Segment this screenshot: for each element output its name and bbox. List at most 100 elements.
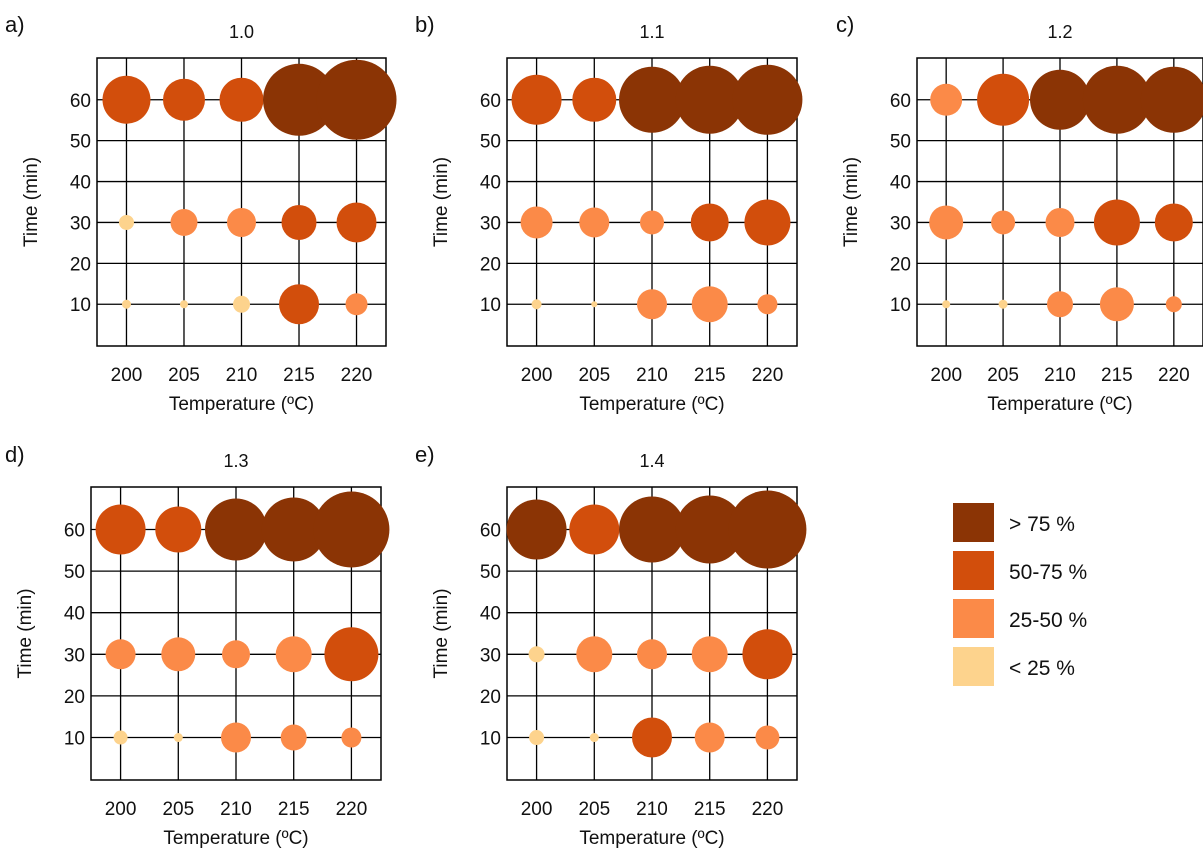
legend-label: 25-50 % [1009,609,1087,632]
data-bubble [219,77,264,122]
data-bubble [675,65,744,134]
data-bubble [1082,65,1151,134]
data-bubble [345,293,368,316]
y-tick-label: 20 [64,687,85,708]
data-bubble [520,206,553,239]
x-tick-label: 200 [105,799,137,820]
data-bubble [977,73,1030,126]
y-tick-label: 30 [64,645,85,666]
y-tick-label: 10 [70,295,91,316]
x-tick-label: 220 [341,365,373,386]
data-bubble [1154,203,1193,242]
panel-label: a) [5,12,25,37]
data-bubble [728,490,807,569]
x-tick-label: 220 [1158,365,1190,386]
y-tick-label: 40 [480,604,501,625]
data-bubble [619,496,685,563]
data-bubble [675,495,744,564]
y-tick-label: 10 [480,729,501,750]
y-tick-label: 20 [480,254,501,275]
bubble-group [506,490,807,758]
x-tick-label: 205 [162,799,194,820]
data-bubble [755,725,780,750]
x-tick-label: 205 [168,365,200,386]
data-bubble [233,295,250,313]
y-tick-label: 40 [70,173,91,194]
data-bubble [929,205,964,240]
bubble-group [102,59,397,325]
data-bubble [222,640,250,669]
y-tick-label: 30 [70,213,91,234]
data-bubble [991,210,1016,235]
y-tick-label: 50 [64,562,85,583]
legend-swatch [953,647,994,686]
data-bubble [105,639,136,670]
data-bubble [1093,199,1140,246]
y-tick-label: 50 [480,132,501,153]
x-axis-label: Temperature (ºC) [579,828,724,849]
data-bubble [173,733,183,743]
data-bubble [102,75,151,124]
x-tick-label: 215 [283,365,315,386]
y-tick-label: 50 [480,562,501,583]
data-bubble [619,66,685,133]
panel-label: e) [415,442,435,467]
data-bubble [529,730,545,746]
panel-b: b) 1.1 10 20 30 40 50 60 200 205 210 215 220 Temperat… [415,12,803,415]
x-axis-label: Temperature (ºC) [987,394,1132,415]
data-bubble [324,627,379,682]
data-bubble [690,203,729,242]
y-tick-label: 50 [70,132,91,153]
data-bubble [313,491,390,568]
data-bubble [263,63,336,136]
data-bubble [572,77,617,122]
data-bubble [1165,296,1182,313]
data-bubble [691,636,728,673]
data-bubble [316,59,397,140]
data-bubble [637,289,667,320]
x-tick-label: 215 [278,799,310,820]
y-tick-label: 30 [480,645,501,666]
data-bubble [637,639,667,670]
y-tick-label: 40 [890,173,911,194]
data-bubble [569,504,620,555]
data-bubble [942,300,951,309]
data-bubble [930,83,963,116]
y-axis-label: Time (min) [431,588,452,678]
data-bubble [640,210,664,235]
x-tick-label: 215 [694,799,726,820]
y-tick-label: 60 [890,91,911,112]
data-bubble [1099,287,1134,322]
y-axis-label: Time (min) [15,588,36,678]
x-tick-label: 200 [111,365,143,386]
data-bubble [591,301,598,308]
data-bubble [170,208,198,236]
x-axis-label: Temperature (ºC) [579,394,724,415]
y-tick-label: 10 [64,729,85,750]
panel-title: 1.4 [639,451,664,471]
y-tick-label: 40 [480,173,501,194]
data-bubble [632,717,672,758]
legend-swatch [953,551,994,590]
x-tick-label: 205 [578,799,610,820]
legend-label: 50-75 % [1009,561,1087,584]
x-tick-label: 210 [226,365,258,386]
panel-e: e) 1.4 10 20 30 40 50 60 200 205 210 215 220 Temperat… [415,442,807,849]
data-bubble [531,299,542,310]
legend-swatch [953,599,994,638]
y-tick-label: 20 [70,254,91,275]
data-bubble [694,722,725,753]
y-axis-label: Time (min) [21,157,42,247]
data-bubble [281,204,317,240]
data-bubble [341,727,362,748]
data-bubble [1045,207,1075,237]
data-bubble [205,498,267,561]
data-bubble [528,646,545,663]
data-bubble [121,299,131,309]
data-bubble [113,730,128,745]
x-tick-label: 210 [220,799,252,820]
y-tick-label: 40 [64,604,85,625]
data-bubble [161,637,196,672]
data-bubble [1140,66,1203,133]
